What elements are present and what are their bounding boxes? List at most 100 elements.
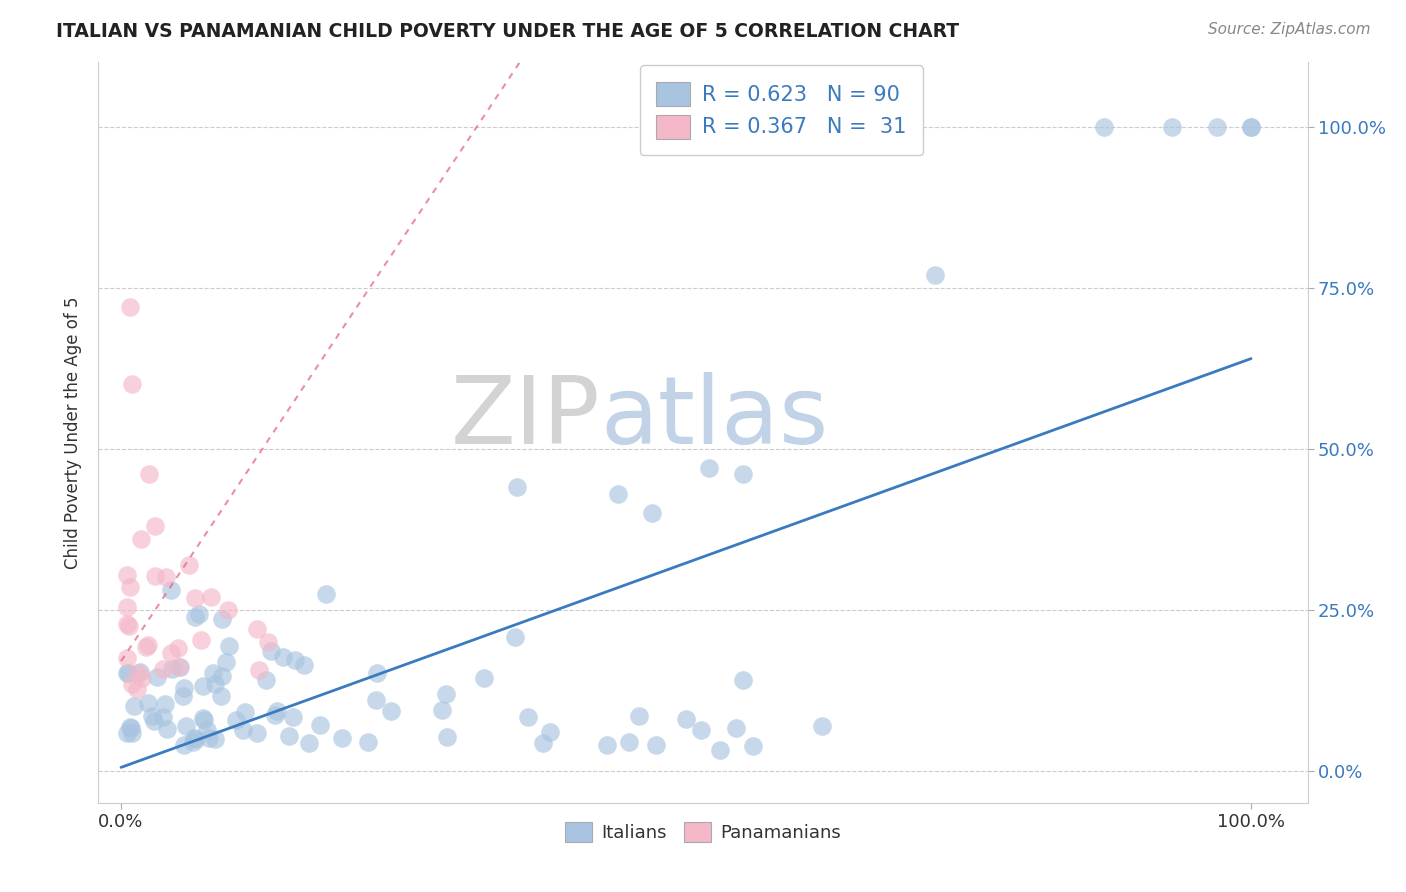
Point (264, 707, 287, 722)
Point (731, 467, 754, 482)
Point (1240, 120, 1263, 134)
Point (115, 726, 138, 740)
Point (195, 723, 218, 738)
Point (225, 713, 247, 727)
Point (277, 730, 299, 744)
Point (254, 673, 277, 688)
Point (204, 677, 226, 691)
Point (136, 638, 159, 652)
Point (173, 681, 195, 695)
Point (503, 630, 526, 644)
Point (129, 665, 152, 680)
Point (364, 693, 387, 707)
Point (1240, 120, 1263, 134)
Point (645, 738, 668, 752)
Point (141, 708, 163, 723)
Point (432, 703, 454, 717)
Point (121, 377, 143, 392)
Point (143, 569, 166, 583)
Point (215, 655, 238, 669)
Point (169, 660, 191, 674)
Text: Source: ZipAtlas.com: Source: ZipAtlas.com (1208, 22, 1371, 37)
Point (330, 731, 353, 746)
Point (675, 712, 697, 726)
Point (115, 568, 138, 582)
Y-axis label: Child Poverty Under the Age of 5: Child Poverty Under the Age of 5 (65, 296, 83, 569)
Point (186, 731, 208, 746)
Point (200, 590, 222, 604)
Point (201, 666, 224, 681)
Point (283, 710, 305, 724)
Point (138, 467, 160, 482)
Point (131, 671, 153, 685)
Point (121, 677, 143, 691)
Point (725, 721, 748, 735)
Text: atlas: atlas (600, 372, 828, 464)
Point (193, 714, 215, 728)
Point (266, 704, 288, 718)
Point (135, 640, 157, 654)
Point (198, 731, 221, 745)
Point (218, 640, 240, 654)
Point (1161, 120, 1184, 134)
Legend: Italians, Panamanians: Italians, Panamanians (558, 815, 848, 849)
Point (357, 734, 380, 748)
Point (115, 599, 138, 614)
Point (292, 658, 315, 673)
Point (271, 650, 294, 665)
Point (204, 731, 226, 746)
Point (191, 711, 214, 725)
Point (177, 558, 200, 572)
Point (115, 617, 138, 632)
Point (131, 532, 153, 546)
Point (188, 607, 211, 621)
Point (211, 612, 233, 626)
Point (434, 687, 457, 701)
Point (260, 644, 283, 658)
Point (160, 662, 183, 676)
Point (924, 268, 946, 282)
Point (167, 660, 190, 674)
Point (257, 635, 280, 649)
Point (118, 580, 141, 594)
Text: ITALIAN VS PANAMANIAN CHILD POVERTY UNDER THE AGE OF 5 CORRELATION CHART: ITALIAN VS PANAMANIAN CHILD POVERTY UNDE… (56, 22, 959, 41)
Point (190, 632, 212, 647)
Point (156, 722, 179, 736)
Point (366, 666, 388, 681)
Point (152, 710, 174, 724)
Point (709, 743, 731, 757)
Point (315, 587, 337, 601)
Point (184, 591, 207, 606)
Point (145, 670, 167, 684)
Point (538, 725, 561, 739)
Point (142, 714, 165, 728)
Point (166, 640, 188, 655)
Point (136, 696, 159, 710)
Point (232, 723, 254, 738)
Point (472, 671, 495, 685)
Point (249, 663, 271, 677)
Point (191, 679, 214, 693)
Point (1092, 120, 1115, 134)
Point (1206, 120, 1229, 134)
Point (607, 487, 630, 501)
Point (160, 583, 183, 598)
Point (143, 519, 166, 533)
Point (741, 739, 763, 754)
Point (117, 665, 139, 680)
Point (120, 720, 142, 734)
Point (617, 735, 640, 749)
Point (516, 710, 538, 724)
Point (308, 718, 330, 732)
Point (121, 726, 143, 740)
Point (627, 709, 650, 723)
Point (810, 718, 832, 732)
Point (172, 690, 194, 704)
Point (531, 736, 554, 750)
Point (184, 609, 207, 624)
Point (731, 673, 754, 688)
Point (284, 653, 307, 667)
Point (173, 738, 195, 752)
Point (246, 622, 269, 636)
Point (505, 480, 527, 494)
